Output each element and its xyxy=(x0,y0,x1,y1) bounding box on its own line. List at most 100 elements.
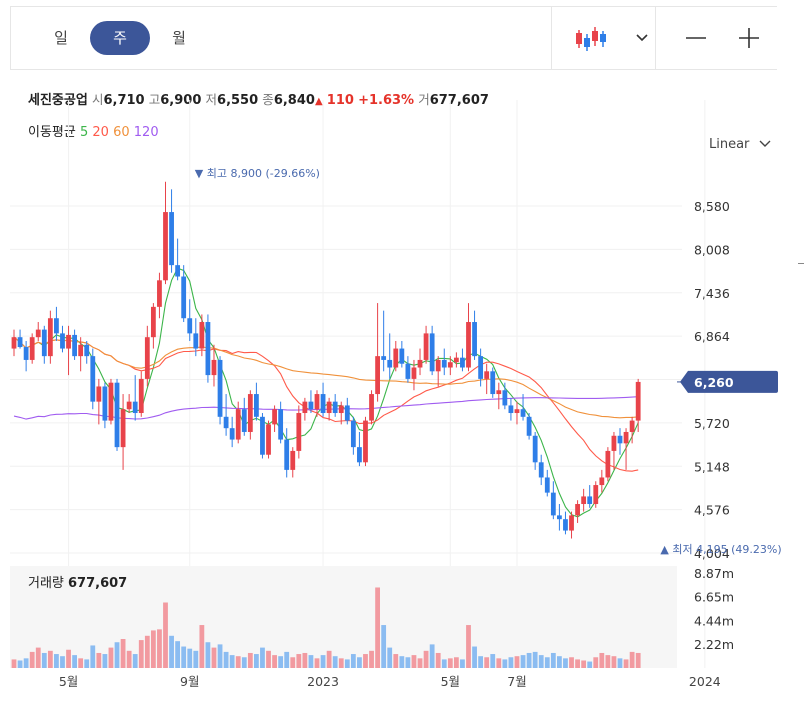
volume-bar xyxy=(611,656,617,668)
low-annotation: ▲ 최저 4,195 (49.23%) xyxy=(660,543,781,556)
price-tick-label: 7,436 xyxy=(694,286,730,301)
volume-bar xyxy=(120,639,126,668)
volume-bar xyxy=(229,655,235,668)
volume-bar xyxy=(17,660,23,668)
plus-icon xyxy=(739,28,759,48)
close-value: 6,840 xyxy=(273,93,315,108)
candle-body xyxy=(411,367,417,379)
candle-body xyxy=(175,265,181,277)
scale-mode-selector[interactable]: Linear xyxy=(709,137,772,152)
candle-body xyxy=(278,409,284,440)
volume-bar xyxy=(544,657,550,668)
candle-body xyxy=(587,496,593,505)
toolbar-divider xyxy=(551,7,552,69)
price-tick-label: 5,720 xyxy=(694,416,730,431)
candle-body xyxy=(84,344,90,357)
candle-body xyxy=(66,334,71,349)
candle-body xyxy=(41,329,47,357)
candle-body xyxy=(102,386,108,421)
chart-type-selector[interactable] xyxy=(569,21,659,55)
volume-bar xyxy=(447,658,453,668)
candle-body xyxy=(417,359,423,368)
volume-bar xyxy=(235,656,241,668)
volume-bar xyxy=(332,656,338,668)
candle-body xyxy=(520,409,526,417)
volume-tick-label: 2.22m xyxy=(694,637,734,652)
candle-body xyxy=(284,439,290,470)
volume-bar xyxy=(217,644,223,668)
volume-bar xyxy=(338,658,344,668)
candle-body xyxy=(538,462,544,478)
volume-bar xyxy=(550,652,556,668)
volume-bar xyxy=(496,658,502,668)
candle-body xyxy=(96,386,102,402)
volume-bar xyxy=(175,641,181,668)
volume-bar xyxy=(302,652,308,668)
zoom-in-button[interactable] xyxy=(732,21,766,55)
volume-bar xyxy=(369,650,374,668)
candle-body xyxy=(563,519,568,531)
zoom-out-button[interactable] xyxy=(679,21,713,55)
open-label: 시 xyxy=(91,92,104,107)
change-arrow-icon: ▲ xyxy=(314,96,323,107)
period-toolbar: 일 주 월 xyxy=(10,6,777,70)
volume-bar xyxy=(108,647,114,668)
candle-body xyxy=(550,492,556,516)
tab-week[interactable]: 주 xyxy=(90,21,150,55)
current-price-label: 6,260 xyxy=(694,375,734,390)
price-tick-label: 4,004 xyxy=(694,546,730,561)
volume-bar xyxy=(260,647,265,668)
volume-bar xyxy=(308,655,314,668)
volume-bar xyxy=(405,657,411,668)
candle-body xyxy=(338,405,344,414)
candle-body xyxy=(29,337,35,360)
volume-bar xyxy=(278,656,284,668)
volume-bar xyxy=(629,651,635,668)
candle-body xyxy=(144,337,150,379)
ma-legend-label: 이동평균 xyxy=(28,125,76,140)
candle-body xyxy=(581,496,587,505)
candle-body xyxy=(599,477,605,486)
volume-bar xyxy=(181,646,187,668)
volume-bar xyxy=(193,650,199,668)
volume-bar xyxy=(563,658,568,668)
volume-bar xyxy=(478,656,484,668)
volume-bar xyxy=(326,650,332,668)
volume-bar xyxy=(387,647,393,668)
candle-body xyxy=(72,334,77,357)
volume-bar xyxy=(423,650,429,668)
candle-body xyxy=(423,333,429,360)
candle-body xyxy=(314,394,320,410)
price-tick-label: 8,008 xyxy=(694,242,730,257)
volume-bar xyxy=(47,650,53,668)
candle-body xyxy=(405,363,411,379)
scrollbar-edge[interactable] xyxy=(798,263,804,264)
volume-bar xyxy=(472,646,477,668)
volume-bar xyxy=(284,651,290,668)
candle-body xyxy=(496,390,502,395)
volume-label: 거 xyxy=(418,92,430,107)
candle-body xyxy=(381,356,387,360)
candle-body xyxy=(635,381,641,421)
change-value: 110 xyxy=(326,93,354,108)
volume-bar xyxy=(460,659,465,668)
candle-body xyxy=(302,401,308,414)
tab-month[interactable]: 월 xyxy=(172,29,186,47)
candle-body xyxy=(320,394,326,414)
volume-bar xyxy=(11,659,17,668)
volume-bar xyxy=(399,656,405,668)
volume-bar xyxy=(587,661,593,668)
volume-bar xyxy=(41,652,47,668)
volume-bar xyxy=(169,635,174,668)
tab-day[interactable]: 일 xyxy=(54,29,68,47)
candle-body xyxy=(78,344,84,357)
candle-body xyxy=(241,409,247,432)
price-tick-label: 5,148 xyxy=(694,459,730,474)
candle-body xyxy=(575,504,580,516)
stock-info-row: 세진중공업 시6,710 고6,900 저6,550 종6,840▲ 110 +… xyxy=(28,89,489,108)
volume-bar xyxy=(617,658,623,668)
candle-body xyxy=(223,416,229,429)
volume-bar xyxy=(163,602,168,668)
time-tick-label: 5월 xyxy=(441,674,460,689)
